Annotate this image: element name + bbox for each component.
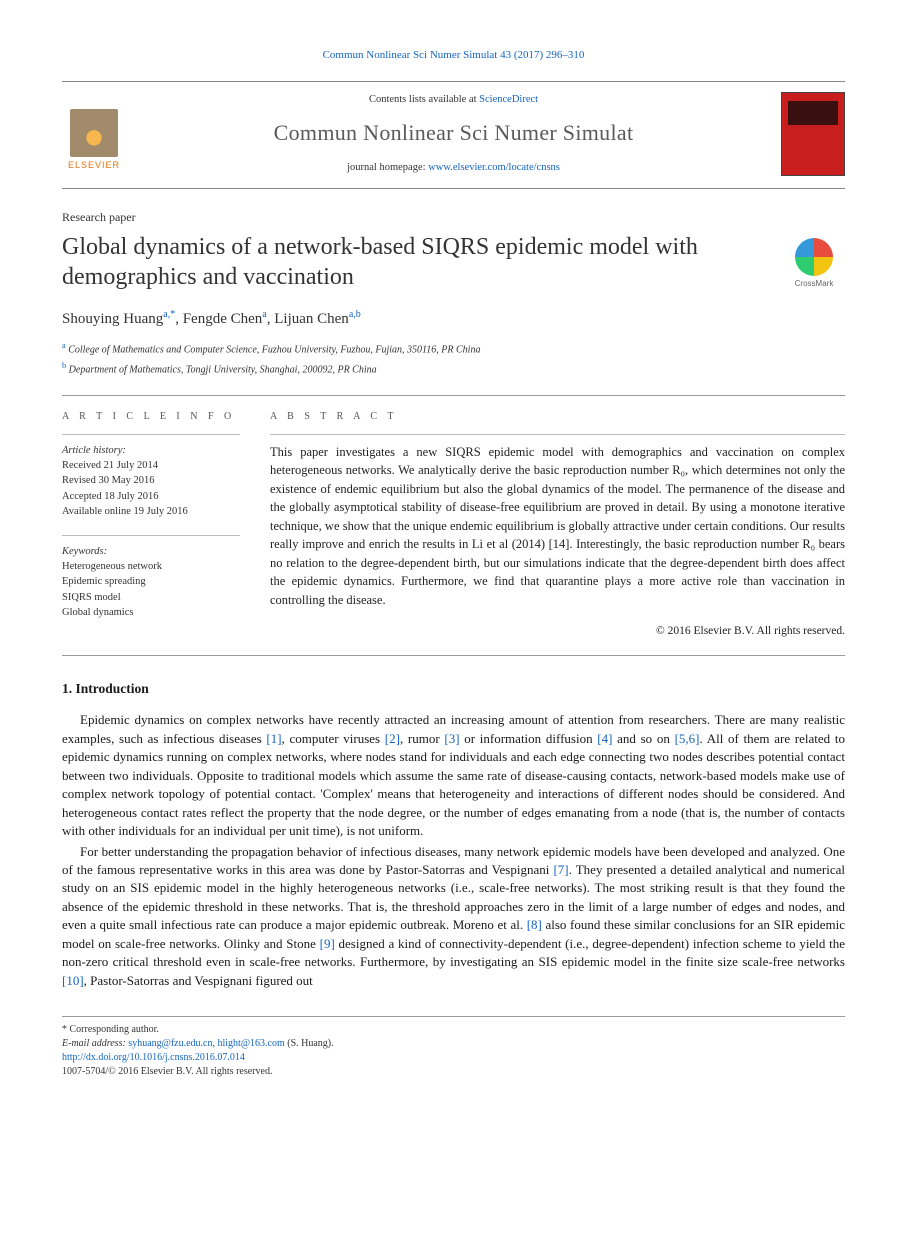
email-who: (S. Huang).: [285, 1038, 334, 1049]
keywords-rule: [62, 535, 240, 536]
issn-copyright: 1007-5704/© 2016 Elsevier B.V. All right…: [62, 1065, 845, 1079]
affil-a-text: College of Mathematics and Computer Scie…: [66, 345, 481, 356]
section-1-heading: 1. Introduction: [62, 680, 845, 699]
ref-7[interactable]: [7]: [553, 862, 568, 877]
history-online: Available online 19 July 2016: [62, 504, 240, 519]
ref-9[interactable]: [9]: [320, 936, 335, 951]
history-received: Received 21 July 2014: [62, 458, 240, 473]
homepage-link[interactable]: www.elsevier.com/locate/cnsns: [428, 162, 560, 173]
journal-name: Commun Nonlinear Sci Numer Simulat: [144, 118, 763, 149]
elsevier-logo: ELSEVIER: [62, 97, 126, 171]
author-1-affil: a,*: [163, 309, 175, 320]
contents-prefix: Contents lists available at: [369, 94, 479, 105]
elsevier-tree-icon: [70, 109, 118, 157]
ref-1[interactable]: [1]: [266, 731, 281, 746]
ref-10[interactable]: [10]: [62, 973, 84, 988]
ref-2[interactable]: [2]: [385, 731, 400, 746]
author-1: Shouying Huang: [62, 311, 163, 327]
corresponding-author: * Corresponding author.: [62, 1023, 845, 1037]
article-info-heading: a r t i c l e i n f o: [62, 410, 240, 424]
doi-link[interactable]: http://dx.doi.org/10.1016/j.cnsns.2016.0…: [62, 1052, 245, 1063]
abstract-heading: a b s t r a c t: [270, 410, 845, 424]
keyword-1: Heterogeneous network: [62, 559, 240, 574]
keywords-label: Keywords:: [62, 544, 240, 559]
affiliation-b: b Department of Mathematics, Tongji Univ…: [62, 360, 845, 377]
intro-para-2: For better understanding the propagation…: [62, 843, 845, 991]
history-revised: Revised 30 May 2016: [62, 473, 240, 488]
rule-bottom: [62, 655, 845, 656]
keyword-3: SIQRS model: [62, 590, 240, 605]
affiliation-a: a College of Mathematics and Computer Sc…: [62, 340, 845, 357]
contents-line: Contents lists available at ScienceDirec…: [144, 93, 763, 108]
ref-8[interactable]: [8]: [527, 917, 542, 932]
footer-block: * Corresponding author. E-mail address: …: [62, 1016, 845, 1079]
homepage-prefix: journal homepage:: [347, 162, 428, 173]
keyword-2: Epidemic spreading: [62, 574, 240, 589]
sciencedirect-link[interactable]: ScienceDirect: [479, 94, 538, 105]
article-title: Global dynamics of a network-based SIQRS…: [62, 232, 763, 292]
info-rule: [62, 434, 240, 435]
header-citation: Commun Nonlinear Sci Numer Simulat 43 (2…: [62, 48, 845, 63]
ref-5-6[interactable]: [5,6]: [675, 731, 700, 746]
journal-cover-thumb: [781, 92, 845, 176]
paper-type: Research paper: [62, 209, 845, 226]
email-label: E-mail address:: [62, 1038, 128, 1049]
abstract-rule: [270, 434, 845, 435]
intro-para-1: Epidemic dynamics on complex networks ha…: [62, 711, 845, 840]
doi-line: http://dx.doi.org/10.1016/j.cnsns.2016.0…: [62, 1051, 845, 1065]
affil-b-text: Department of Mathematics, Tongji Univer…: [66, 364, 376, 375]
author-3: , Lijuan Chen: [267, 311, 349, 327]
crossmark-label: CrossMark: [795, 278, 834, 289]
author-list: Shouying Huanga,*, Fengde Chena, Lijuan …: [62, 308, 845, 330]
article-history: Article history: Received 21 July 2014 R…: [62, 443, 240, 519]
email-line: E-mail address: syhuang@fzu.edu.cn, hlig…: [62, 1037, 845, 1051]
author-3-affil: a,b: [349, 309, 361, 320]
journal-masthead: ELSEVIER Contents lists available at Sci…: [62, 81, 845, 189]
email-2[interactable]: hlight@163.com: [217, 1038, 284, 1049]
history-label: Article history:: [62, 443, 240, 458]
author-2: , Fengde Chen: [175, 311, 262, 327]
copyright-line: © 2016 Elsevier B.V. All rights reserved…: [270, 623, 845, 639]
keywords-block: Keywords: Heterogeneous network Epidemic…: [62, 544, 240, 620]
abstract-text: This paper investigates a new SIQRS epid…: [270, 443, 845, 610]
ref-3[interactable]: [3]: [444, 731, 459, 746]
email-1[interactable]: syhuang@fzu.edu.cn: [128, 1038, 212, 1049]
history-accepted: Accepted 18 July 2016: [62, 489, 240, 504]
homepage-line: journal homepage: www.elsevier.com/locat…: [144, 161, 763, 176]
crossmark-icon: [795, 238, 833, 276]
keyword-4: Global dynamics: [62, 605, 240, 620]
ref-4[interactable]: [4]: [597, 731, 612, 746]
rule-top: [62, 395, 845, 396]
crossmark-badge[interactable]: CrossMark: [783, 232, 845, 294]
elsevier-wordmark: ELSEVIER: [68, 159, 120, 172]
